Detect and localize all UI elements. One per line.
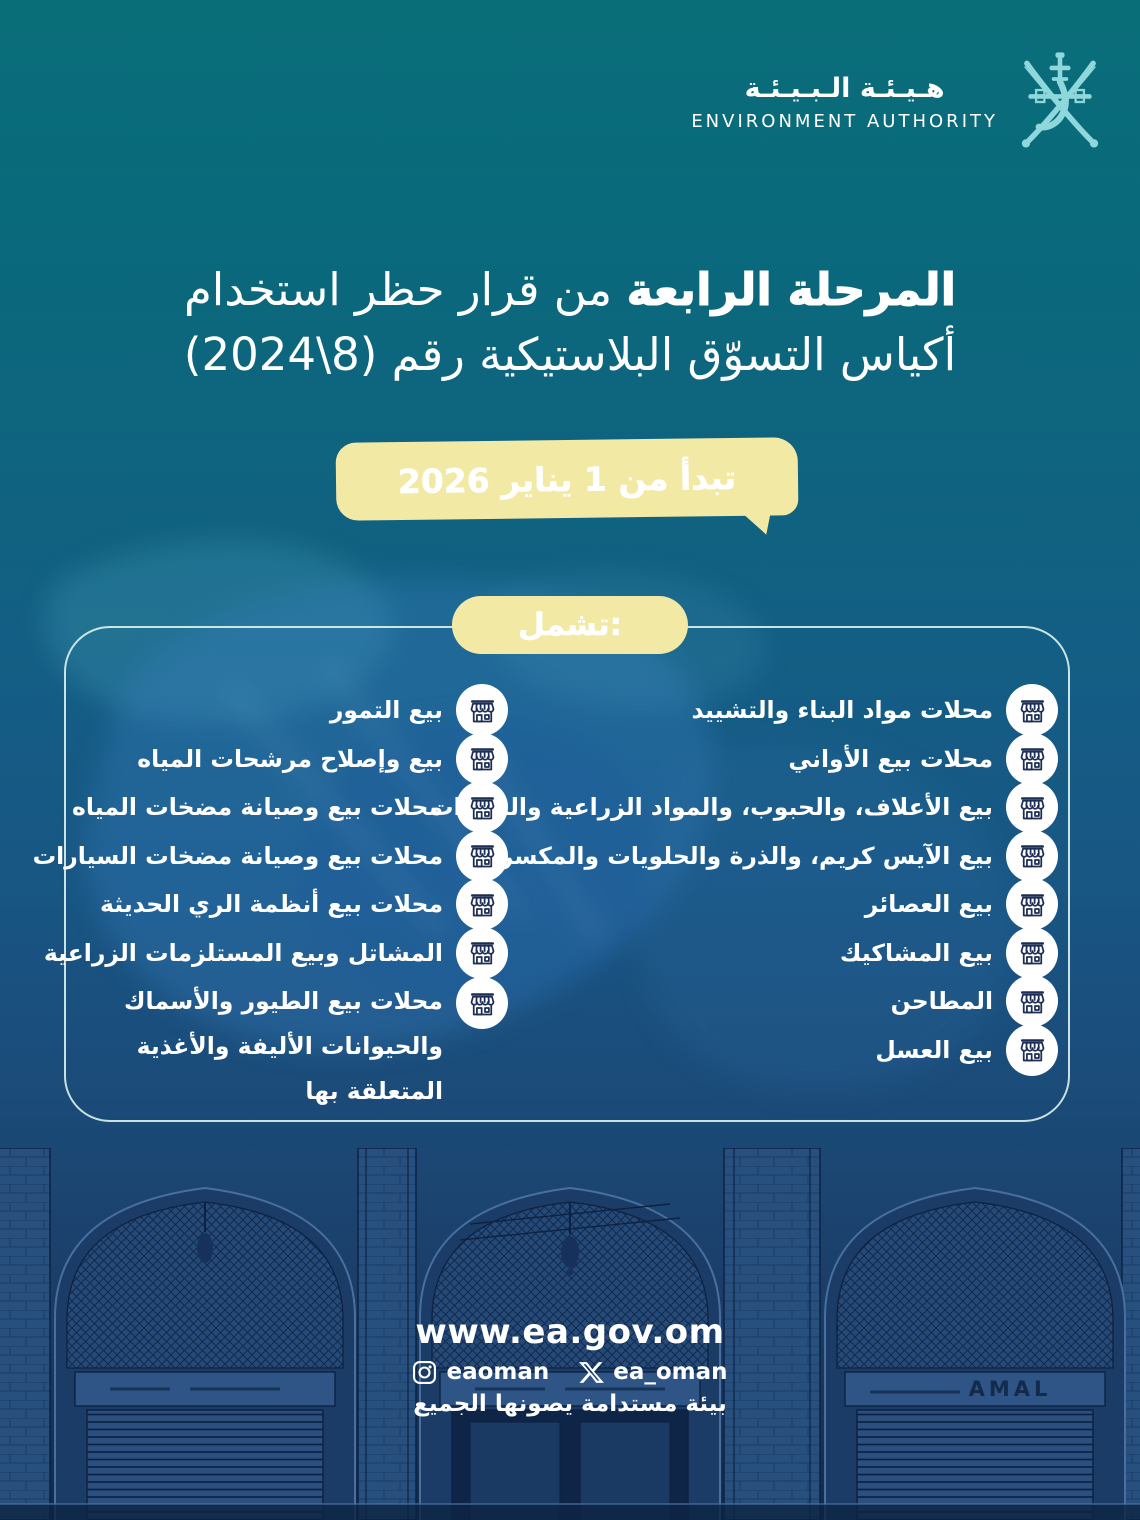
storefront-icon bbox=[1006, 829, 1058, 882]
list-item: بيع الآيس كريم، والذرة والحلويات والمكسر… bbox=[468, 829, 1058, 882]
title-line2-text: أكياس التسوّق البلاستيكية رقم bbox=[391, 327, 957, 381]
item-label: بيع وإصلاح مرشحات المياه bbox=[137, 744, 443, 773]
list-item: بيع الأعلاف، والحبوب، والمواد الزراعية و… bbox=[430, 781, 1058, 834]
item-label: بيع الأعلاف، والحبوب، والمواد الزراعية و… bbox=[429, 793, 993, 822]
title-line-2: أكياس التسوّق البلاستيكية رقم (2024\8) bbox=[0, 323, 1140, 388]
storefront-icon bbox=[456, 977, 508, 1029]
instagram-icon bbox=[413, 1360, 437, 1384]
storefront-icon bbox=[1006, 975, 1058, 1028]
list-item: محلات بيع وصيانة مضخات السيارات bbox=[33, 829, 508, 882]
footer-tagline: بيئة مستدامة يصونها الجميع bbox=[413, 1391, 727, 1417]
storefront-icon bbox=[1006, 1023, 1058, 1076]
storefront-icon bbox=[1006, 684, 1058, 737]
includes-label: تشمل: bbox=[517, 607, 623, 644]
x-icon bbox=[579, 1361, 605, 1383]
includes-pill: تشمل: bbox=[451, 596, 689, 654]
logo-text: هـيـئـة الـبـيـئـة ENVIRONMENT AUTHORITY bbox=[691, 73, 998, 132]
items-column-right: محلات مواد البناء والتشييد محلات بيع الأ… bbox=[430, 684, 1058, 1114]
items-columns: محلات مواد البناء والتشييد محلات بيع الأ… bbox=[33, 684, 1058, 1114]
item-label: محلات بيع الطيور والأسماك والحيوانات الأ… bbox=[124, 987, 443, 1106]
x-handle[interactable]: ea_oman bbox=[579, 1359, 728, 1385]
list-item: محلات بيع الأواني bbox=[556, 732, 1058, 785]
storefront-icon bbox=[456, 684, 508, 737]
item-label: محلات بيع الأواني bbox=[788, 744, 993, 773]
background-sign-text: AMAL bbox=[969, 1377, 1052, 1401]
website-link[interactable]: www.ea.gov.om bbox=[415, 1312, 725, 1352]
list-item: بيع المشاكيك bbox=[556, 926, 1058, 979]
storefront-icon bbox=[456, 829, 508, 882]
title-line1-rest: من قرار حظر استخدام bbox=[183, 263, 613, 316]
storefront-icon bbox=[456, 732, 508, 785]
list-item: محلات بيع وصيانة مضخات المياه bbox=[72, 781, 508, 834]
list-item: بيع العسل bbox=[556, 1023, 1058, 1076]
storefront-icon bbox=[1006, 878, 1058, 931]
item-label: المطاحن bbox=[890, 987, 993, 1016]
item-label: محلات بيع وصيانة مضخات المياه bbox=[72, 793, 443, 822]
storefront-icon bbox=[1006, 732, 1058, 785]
item-label: بيع المشاكيك bbox=[839, 938, 993, 967]
instagram-handle-label: eaoman bbox=[446, 1359, 550, 1385]
start-date-badge: تبدأ من 1 يناير 2026 bbox=[335, 437, 799, 521]
item-label: بيع التمور bbox=[329, 696, 443, 725]
list-item: المطاحن bbox=[556, 975, 1058, 1028]
item-label: محلات بيع أنظمة الري الحديثة bbox=[99, 890, 443, 919]
x-handle-label: ea_oman bbox=[613, 1359, 728, 1385]
items-column-left: بيع التمور بيع وإصلاح مرشحات المياه محلا… bbox=[33, 684, 508, 1114]
item-label: بيع العسل bbox=[875, 1035, 993, 1064]
list-item: محلات مواد البناء والتشييد bbox=[556, 684, 1058, 737]
environment-authority-logo: هـيـئـة الـبـيـئـة ENVIRONMENT AUTHORITY bbox=[691, 50, 1106, 154]
list-item: بيع وإصلاح مرشحات المياه bbox=[84, 732, 508, 785]
list-item: المشاتل وبيع المستلزمات الزراعية bbox=[44, 926, 508, 979]
list-item: بيع التمور bbox=[84, 684, 508, 737]
list-item: محلات بيع أنظمة الري الحديثة bbox=[84, 878, 508, 931]
decision-number: (2024\8) bbox=[183, 327, 378, 381]
item-label: محلات بيع وصيانة مضخات السيارات bbox=[32, 841, 443, 870]
storefront-icon bbox=[456, 878, 508, 931]
storefront-icon bbox=[1006, 926, 1058, 979]
list-item: محلات بيع الطيور والأسماك والحيوانات الأ… bbox=[84, 977, 508, 1114]
page-title: المرحلة الرابعة من قرار حظر استخدام أكيا… bbox=[0, 258, 1140, 388]
instagram-handle[interactable]: eaoman bbox=[412, 1359, 549, 1385]
logo-arabic-name: هـيـئـة الـبـيـئـة bbox=[744, 72, 945, 104]
item-label: بيع الآيس كريم، والذرة والحلويات والمكسر… bbox=[467, 841, 993, 870]
storefront-icon bbox=[456, 781, 508, 834]
social-handles: eaoman ea_oman bbox=[0, 1359, 1140, 1385]
souq-building-illustration: AMAL bbox=[0, 1148, 1140, 1520]
title-phase: المرحلة الرابعة bbox=[626, 262, 957, 316]
logo-english-name: ENVIRONMENT AUTHORITY bbox=[691, 110, 998, 132]
start-date-label: تبدأ من 1 يناير 2026 bbox=[397, 457, 737, 501]
list-item: بيع العصائر bbox=[556, 878, 1058, 931]
title-line-1: المرحلة الرابعة من قرار حظر استخدام bbox=[0, 258, 1140, 323]
footer: www.ea.gov.om eaoman ea_oman بيئة مستدام… bbox=[0, 1312, 1140, 1417]
item-label: بيع العصائر bbox=[864, 890, 993, 919]
storefront-icon bbox=[456, 926, 508, 979]
item-label: محلات مواد البناء والتشييد bbox=[691, 696, 993, 725]
item-label: المشاتل وبيع المستلزمات الزراعية bbox=[43, 938, 443, 967]
oman-national-emblem-icon bbox=[1021, 52, 1099, 148]
storefront-icon bbox=[1006, 781, 1058, 834]
